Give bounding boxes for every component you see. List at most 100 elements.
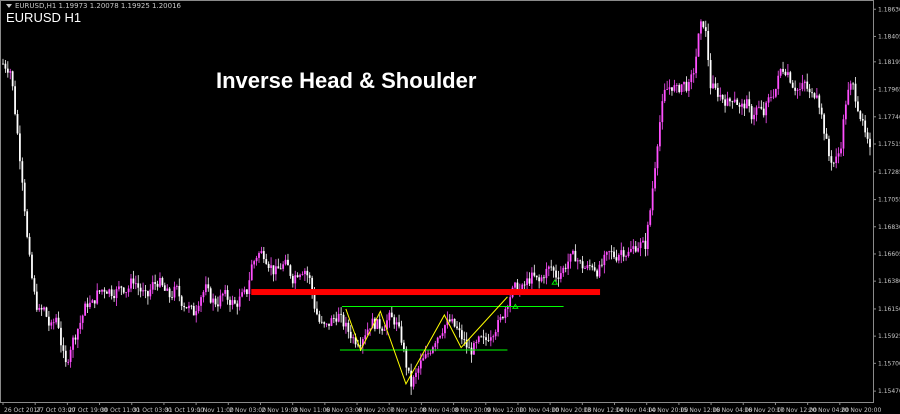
- candle: [159, 272, 161, 289]
- candle: [651, 180, 654, 216]
- candle: [482, 329, 485, 345]
- x-tick-label: 16 Nov 20:00: [744, 407, 785, 414]
- candle: [849, 80, 852, 96]
- x-tick-label: 30 Oct 11:00: [101, 407, 140, 414]
- candle: [794, 80, 797, 96]
- candle: [318, 310, 321, 324]
- candle: [828, 135, 830, 162]
- candle: [64, 345, 67, 367]
- candle: [330, 315, 333, 327]
- candle: [207, 277, 210, 292]
- candle: [352, 334, 355, 344]
- candle: [687, 78, 690, 97]
- candle: [468, 339, 471, 349]
- candle: [31, 251, 33, 280]
- candle: [712, 75, 714, 89]
- candle: [663, 83, 666, 104]
- candle: [869, 132, 871, 156]
- candle: [238, 288, 241, 311]
- candle: [755, 105, 758, 122]
- candle: [115, 286, 118, 306]
- candle: [608, 250, 611, 260]
- candle: [683, 81, 685, 92]
- candle: [639, 238, 642, 257]
- candle: [76, 328, 79, 348]
- candle: [458, 322, 461, 338]
- candle: [743, 99, 746, 116]
- candle: [463, 331, 466, 346]
- candle: [265, 253, 268, 265]
- y-tick-label: 1.18405: [878, 33, 900, 40]
- x-tick-label: 20 Nov 04:00: [809, 407, 850, 414]
- candle: [427, 349, 429, 358]
- candle: [113, 289, 115, 302]
- ohlc-readout: EURUSD,H1 1.19973 1.20078 1.19925 1.2001…: [15, 2, 181, 10]
- candle: [765, 100, 768, 124]
- x-tick-label: 2 Nov 19:00: [261, 407, 298, 414]
- candle: [142, 282, 144, 297]
- candle: [535, 275, 538, 281]
- candle: [729, 97, 731, 107]
- candle: [615, 249, 618, 263]
- candle: [584, 265, 586, 269]
- candle: [21, 157, 24, 191]
- candle: [62, 337, 65, 359]
- candle: [173, 281, 176, 301]
- candle: [284, 254, 287, 266]
- candle: [224, 284, 227, 297]
- candle: [166, 284, 169, 292]
- candle: [799, 82, 801, 96]
- candle: [147, 290, 149, 305]
- candle: [695, 48, 698, 79]
- candle: [613, 247, 615, 260]
- candle: [477, 335, 480, 344]
- collapse-arrow-icon[interactable]: [6, 4, 12, 8]
- candle: [644, 232, 647, 257]
- candle: [233, 296, 236, 305]
- candle: [118, 281, 120, 292]
- candle: [576, 257, 579, 270]
- candle: [441, 328, 444, 339]
- candle: [383, 325, 386, 332]
- candle: [811, 88, 813, 98]
- candle: [489, 330, 492, 347]
- info-line: EURUSD,H1 1.19973 1.20078 1.19925 1.2001…: [6, 2, 181, 10]
- candle: [376, 319, 379, 330]
- candle: [779, 68, 782, 79]
- y-tick-label: 1.16605: [878, 251, 900, 258]
- candle: [499, 314, 502, 323]
- candle: [825, 128, 828, 139]
- candle: [803, 79, 806, 92]
- candle: [668, 79, 671, 95]
- x-tick-label: 31 Oct 19:00: [165, 407, 204, 414]
- candle: [497, 315, 499, 337]
- candle: [774, 88, 777, 99]
- candle: [195, 304, 198, 323]
- y-tick-label: 1.18630: [878, 6, 900, 13]
- candle: [538, 274, 541, 289]
- candle: [748, 91, 751, 113]
- candle: [704, 20, 707, 37]
- candle: [617, 253, 620, 264]
- x-tick-label: 14 Nov 20:00: [648, 407, 689, 414]
- candle: [96, 283, 99, 305]
- candle: [552, 265, 555, 278]
- candle: [52, 318, 55, 330]
- candle: [332, 314, 335, 324]
- candle: [448, 314, 451, 323]
- candle: [840, 142, 842, 157]
- x-tick-label: 27 Oct 19:00: [68, 407, 107, 414]
- candle: [864, 115, 867, 138]
- candle: [345, 316, 347, 334]
- candle: [791, 80, 794, 89]
- candle: [260, 246, 263, 254]
- candle: [439, 335, 442, 340]
- candle: [786, 63, 789, 78]
- candle: [236, 300, 239, 315]
- x-tick-label: 10 Nov 20:00: [551, 407, 592, 414]
- candle: [588, 259, 591, 271]
- candle: [818, 93, 821, 115]
- candle: [555, 264, 557, 283]
